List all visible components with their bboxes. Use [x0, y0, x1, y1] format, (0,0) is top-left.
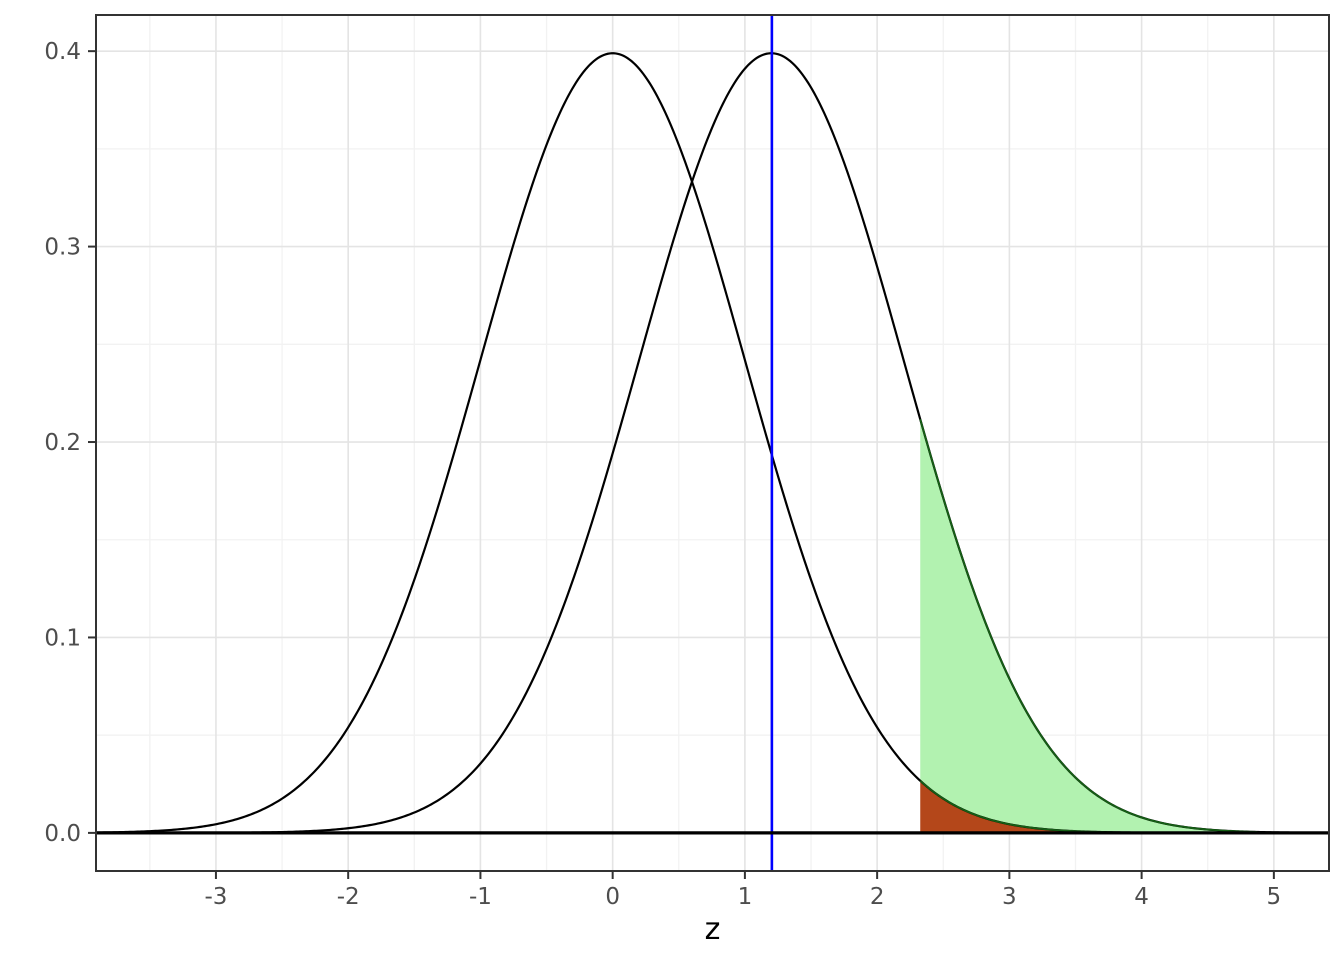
y-tick-label: 0.3	[44, 235, 81, 261]
power-region	[920, 419, 1260, 833]
alpha-region	[920, 780, 1261, 833]
y-tick-label: 0.2	[44, 430, 81, 456]
y-tick-label: 0.4	[44, 39, 81, 65]
x-tick-label: 4	[1134, 884, 1149, 910]
y-tick-label: 0.1	[44, 625, 81, 651]
x-tick-label: 5	[1267, 884, 1282, 910]
x-tick-label: -2	[337, 884, 360, 910]
x-axis-title: z	[704, 912, 721, 947]
panel-background	[96, 15, 1329, 871]
x-tick-label: -3	[204, 884, 227, 910]
grid-minor	[96, 15, 1329, 871]
x-tick-label: 0	[605, 884, 620, 910]
x-tick-label: 3	[1002, 884, 1017, 910]
power-region-upper-edge	[919, 419, 1258, 833]
panel-bg-rect	[96, 15, 1329, 871]
x-tick-label: 2	[870, 884, 885, 910]
x-tick-label: -1	[469, 884, 492, 910]
y-tick-label: 0.0	[44, 821, 81, 847]
x-tick-label: 1	[738, 884, 753, 910]
axis-ticks	[88, 50, 1275, 879]
axis-tick-labels: -3 -2 -1 0 1 2 3 4 5 0.0 0.1 0.2 0.3 0.4	[44, 39, 1281, 910]
shaded-regions	[920, 419, 1261, 833]
